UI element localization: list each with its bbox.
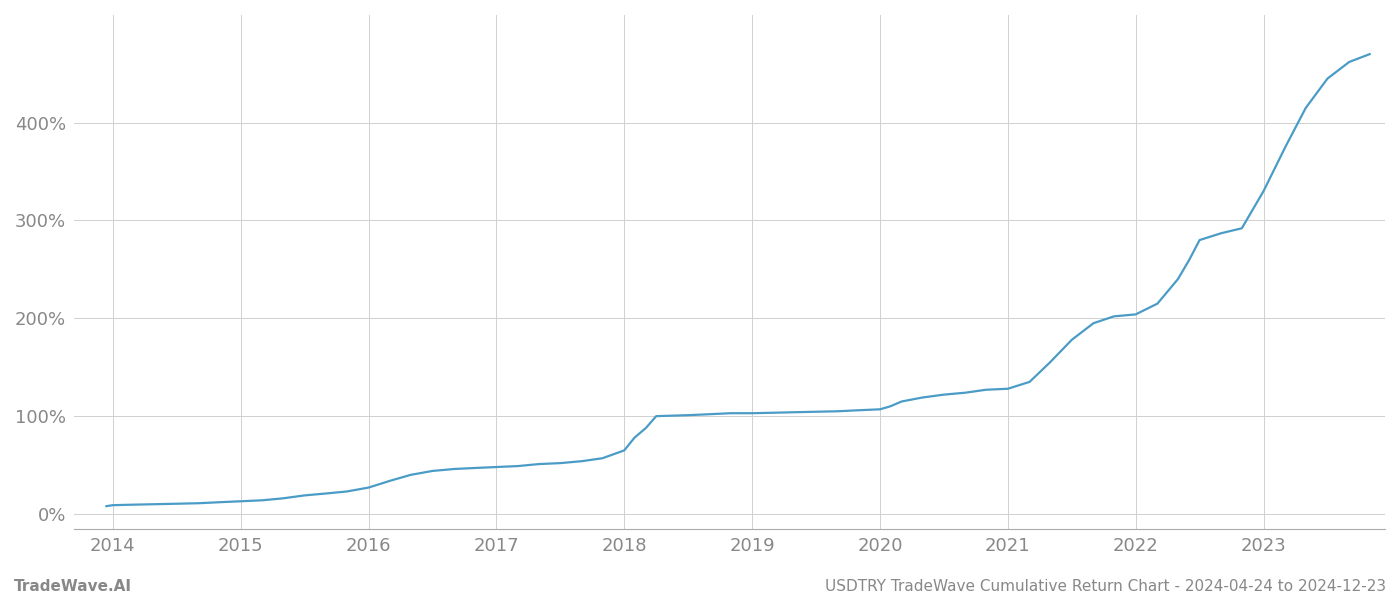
Text: USDTRY TradeWave Cumulative Return Chart - 2024-04-24 to 2024-12-23: USDTRY TradeWave Cumulative Return Chart… [825,579,1386,594]
Text: TradeWave.AI: TradeWave.AI [14,579,132,594]
